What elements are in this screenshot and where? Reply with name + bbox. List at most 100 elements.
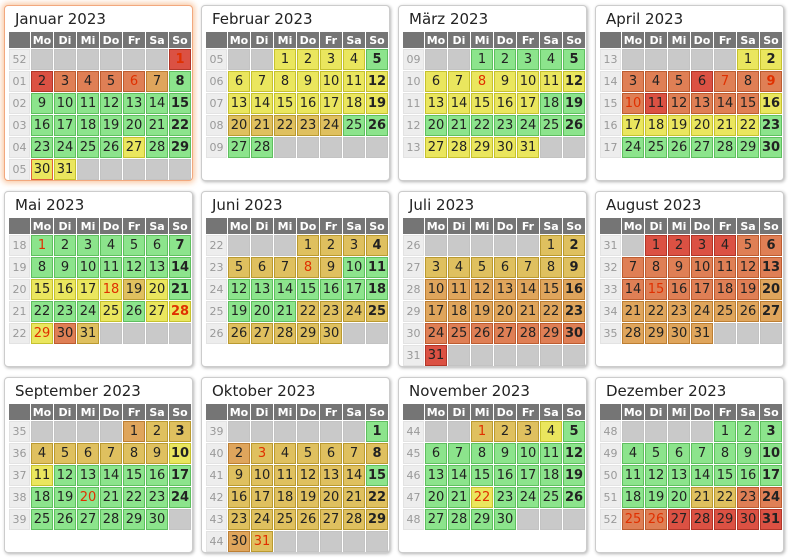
day-cell-dezember-14[interactable]: 14 (691, 465, 713, 486)
day-cell-mai-16[interactable]: 16 (54, 279, 76, 300)
day-cell-juli-9[interactable]: 9 (563, 257, 585, 278)
day-cell-august-10[interactable]: 10 (691, 257, 713, 278)
day-cell-februar-13[interactable]: 13 (228, 93, 250, 114)
day-cell-mai-14[interactable]: 14 (169, 257, 191, 278)
day-cell-juni-26[interactable]: 26 (228, 323, 250, 344)
day-cell-juli-7[interactable]: 7 (517, 257, 539, 278)
day-cell-januar-31[interactable]: 31 (54, 159, 76, 180)
day-cell-juli-22[interactable]: 22 (540, 301, 562, 322)
day-cell-märz-4[interactable]: 4 (540, 49, 562, 70)
day-cell-september-24[interactable]: 24 (169, 487, 191, 508)
day-cell-märz-17[interactable]: 17 (517, 93, 539, 114)
day-cell-dezember-12[interactable]: 12 (645, 465, 667, 486)
day-cell-oktober-22[interactable]: 22 (366, 487, 388, 508)
day-cell-mai-20[interactable]: 20 (146, 279, 168, 300)
day-cell-juli-16[interactable]: 16 (563, 279, 585, 300)
day-cell-april-6[interactable]: 6 (691, 71, 713, 92)
day-cell-april-25[interactable]: 25 (645, 137, 667, 158)
day-cell-juli-1[interactable]: 1 (540, 235, 562, 256)
day-cell-november-18[interactable]: 18 (540, 465, 562, 486)
day-cell-april-2[interactable]: 2 (760, 49, 782, 70)
day-cell-dezember-2[interactable]: 2 (737, 421, 759, 442)
day-cell-januar-17[interactable]: 17 (54, 115, 76, 136)
day-cell-juni-9[interactable]: 9 (320, 257, 342, 278)
day-cell-dezember-4[interactable]: 4 (622, 443, 644, 464)
day-cell-september-10[interactable]: 10 (169, 443, 191, 464)
day-cell-august-17[interactable]: 17 (691, 279, 713, 300)
day-cell-juni-22[interactable]: 22 (297, 301, 319, 322)
day-cell-juli-28[interactable]: 28 (517, 323, 539, 344)
day-cell-oktober-18[interactable]: 18 (274, 487, 296, 508)
day-cell-mai-30[interactable]: 30 (54, 323, 76, 344)
day-cell-april-15[interactable]: 15 (737, 93, 759, 114)
day-cell-september-21[interactable]: 21 (100, 487, 122, 508)
day-cell-april-20[interactable]: 20 (691, 115, 713, 136)
day-cell-oktober-16[interactable]: 16 (228, 487, 250, 508)
day-cell-januar-1[interactable]: 1 (169, 49, 191, 70)
day-cell-januar-24[interactable]: 24 (54, 137, 76, 158)
day-cell-april-12[interactable]: 12 (668, 93, 690, 114)
day-cell-dezember-21[interactable]: 21 (691, 487, 713, 508)
day-cell-oktober-7[interactable]: 7 (343, 443, 365, 464)
day-cell-mai-28[interactable]: 28 (169, 301, 191, 322)
day-cell-oktober-8[interactable]: 8 (366, 443, 388, 464)
day-cell-märz-2[interactable]: 2 (494, 49, 516, 70)
day-cell-august-8[interactable]: 8 (645, 257, 667, 278)
day-cell-november-23[interactable]: 23 (494, 487, 516, 508)
day-cell-juni-13[interactable]: 13 (251, 279, 273, 300)
day-cell-juli-25[interactable]: 25 (448, 323, 470, 344)
day-cell-februar-5[interactable]: 5 (366, 49, 388, 70)
day-cell-mai-24[interactable]: 24 (77, 301, 99, 322)
day-cell-februar-4[interactable]: 4 (343, 49, 365, 70)
day-cell-oktober-21[interactable]: 21 (343, 487, 365, 508)
day-cell-august-2[interactable]: 2 (668, 235, 690, 256)
day-cell-februar-2[interactable]: 2 (297, 49, 319, 70)
day-cell-juli-21[interactable]: 21 (517, 301, 539, 322)
day-cell-august-20[interactable]: 20 (760, 279, 782, 300)
day-cell-mai-4[interactable]: 4 (100, 235, 122, 256)
day-cell-oktober-17[interactable]: 17 (251, 487, 273, 508)
day-cell-märz-15[interactable]: 15 (471, 93, 493, 114)
day-cell-april-17[interactable]: 17 (622, 115, 644, 136)
day-cell-juli-4[interactable]: 4 (448, 257, 470, 278)
day-cell-april-18[interactable]: 18 (645, 115, 667, 136)
day-cell-november-30[interactable]: 30 (494, 509, 516, 530)
day-cell-november-17[interactable]: 17 (517, 465, 539, 486)
day-cell-juni-4[interactable]: 4 (366, 235, 388, 256)
day-cell-mai-8[interactable]: 8 (31, 257, 53, 278)
day-cell-februar-1[interactable]: 1 (274, 49, 296, 70)
day-cell-august-4[interactable]: 4 (714, 235, 736, 256)
day-cell-märz-30[interactable]: 30 (494, 137, 516, 158)
day-cell-juli-31[interactable]: 31 (425, 345, 447, 366)
day-cell-juni-28[interactable]: 28 (274, 323, 296, 344)
day-cell-februar-25[interactable]: 25 (343, 115, 365, 136)
day-cell-april-7[interactable]: 7 (714, 71, 736, 92)
day-cell-märz-31[interactable]: 31 (517, 137, 539, 158)
day-cell-februar-21[interactable]: 21 (251, 115, 273, 136)
day-cell-september-2[interactable]: 2 (146, 421, 168, 442)
day-cell-dezember-24[interactable]: 24 (760, 487, 782, 508)
day-cell-september-5[interactable]: 5 (54, 443, 76, 464)
day-cell-januar-10[interactable]: 10 (54, 93, 76, 114)
day-cell-juni-15[interactable]: 15 (297, 279, 319, 300)
day-cell-oktober-31[interactable]: 31 (251, 531, 273, 552)
day-cell-januar-19[interactable]: 19 (100, 115, 122, 136)
day-cell-januar-5[interactable]: 5 (100, 71, 122, 92)
day-cell-september-18[interactable]: 18 (31, 487, 53, 508)
day-cell-september-1[interactable]: 1 (123, 421, 145, 442)
day-cell-märz-7[interactable]: 7 (448, 71, 470, 92)
day-cell-august-15[interactable]: 15 (645, 279, 667, 300)
day-cell-september-17[interactable]: 17 (169, 465, 191, 486)
day-cell-februar-24[interactable]: 24 (320, 115, 342, 136)
day-cell-mai-25[interactable]: 25 (100, 301, 122, 322)
day-cell-april-10[interactable]: 10 (622, 93, 644, 114)
day-cell-dezember-19[interactable]: 19 (645, 487, 667, 508)
day-cell-märz-3[interactable]: 3 (517, 49, 539, 70)
day-cell-april-14[interactable]: 14 (714, 93, 736, 114)
day-cell-mai-27[interactable]: 27 (146, 301, 168, 322)
day-cell-september-23[interactable]: 23 (146, 487, 168, 508)
day-cell-januar-21[interactable]: 21 (146, 115, 168, 136)
day-cell-november-25[interactable]: 25 (540, 487, 562, 508)
day-cell-oktober-5[interactable]: 5 (297, 443, 319, 464)
day-cell-januar-23[interactable]: 23 (31, 137, 53, 158)
